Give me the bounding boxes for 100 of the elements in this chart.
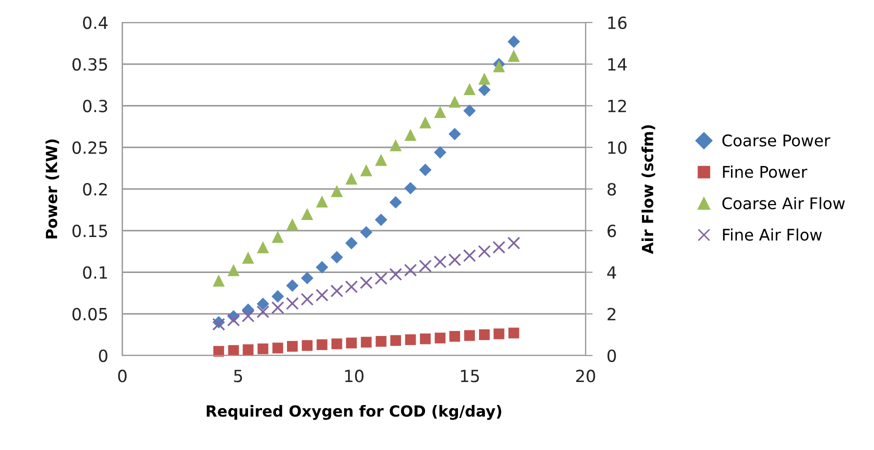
point	[286, 218, 298, 230]
y-tick-label: 0.05	[72, 308, 108, 320]
point	[256, 305, 270, 318]
legend-label: Coarse Power	[722, 134, 830, 146]
point	[448, 128, 461, 140]
point	[227, 314, 240, 327]
point	[374, 272, 388, 285]
point	[434, 146, 446, 159]
point	[242, 252, 254, 264]
point	[256, 298, 270, 310]
y2-tick-label: 16	[608, 16, 627, 30]
point	[302, 340, 313, 351]
point	[463, 104, 476, 117]
point	[390, 335, 402, 346]
point	[418, 260, 432, 272]
point	[286, 340, 298, 352]
point	[464, 330, 475, 341]
y-tick-label: 0.2	[83, 182, 107, 196]
point	[330, 251, 344, 264]
point	[256, 241, 269, 254]
point	[434, 106, 446, 118]
y2-tick-label: 10	[608, 141, 627, 154]
point	[316, 195, 328, 208]
point	[272, 342, 284, 354]
point	[405, 334, 416, 346]
point	[492, 240, 506, 254]
point	[228, 345, 239, 356]
point	[300, 272, 314, 284]
y-tick-label: 0.15	[72, 224, 108, 238]
point	[330, 284, 344, 298]
y2-tick-label: 6	[608, 224, 616, 238]
y-tick-label: 0.35	[72, 58, 108, 71]
y-tick-label: 0.25	[72, 141, 108, 154]
point	[464, 83, 476, 96]
point	[301, 208, 314, 220]
point	[492, 60, 505, 72]
point	[360, 164, 372, 176]
point	[448, 253, 462, 266]
y-axis-title: Power (KW)	[45, 139, 60, 238]
point	[374, 214, 388, 226]
point	[404, 128, 416, 141]
y-tick-label: 0.3	[83, 100, 108, 112]
x-axis-title: Required Oxygen for COD (kg/day)	[206, 404, 502, 420]
point	[345, 172, 358, 185]
legend-label: Fine Air Flow	[723, 228, 822, 241]
point	[360, 276, 373, 290]
point	[507, 236, 520, 250]
point	[286, 279, 299, 292]
y-tick-label: 0.1	[83, 266, 107, 279]
point	[494, 328, 504, 340]
point	[404, 264, 417, 277]
point	[286, 297, 299, 310]
point	[478, 84, 491, 96]
y2-tick-label: 0	[608, 349, 616, 362]
point	[508, 50, 520, 62]
point	[390, 139, 402, 152]
point	[360, 226, 372, 238]
point	[346, 338, 357, 348]
x-tick-label: 5	[234, 370, 242, 382]
point	[434, 255, 447, 268]
point	[420, 333, 431, 344]
point	[478, 245, 491, 258]
point	[508, 35, 520, 48]
y2-tick-label: 8	[608, 182, 616, 196]
point	[404, 182, 417, 194]
point	[389, 268, 402, 281]
point	[360, 336, 372, 348]
legend-label: Coarse Air Flow	[722, 196, 845, 210]
point	[508, 328, 520, 338]
y2-tick-label: 2	[608, 308, 616, 320]
point	[389, 196, 402, 209]
point	[272, 290, 284, 303]
point	[434, 332, 446, 344]
x-tick-label: 15	[461, 370, 479, 382]
point	[300, 292, 314, 306]
y-tick-label: 0	[98, 349, 108, 362]
point	[345, 236, 358, 250]
point	[316, 339, 328, 350]
y2-tick-label: 14	[608, 58, 627, 70]
point	[331, 338, 342, 350]
legend-label: Fine Power	[723, 166, 808, 178]
x-tick-label: 20	[576, 370, 596, 382]
point	[463, 249, 476, 262]
point	[258, 343, 268, 354]
point	[228, 264, 240, 276]
point	[316, 261, 328, 274]
x-tick-label: 10	[345, 370, 364, 382]
y2-tick-label: 12	[608, 100, 626, 112]
point	[242, 310, 255, 322]
point	[330, 185, 343, 198]
y2-tick-label: 4	[607, 266, 616, 279]
point	[212, 318, 226, 331]
point	[272, 230, 284, 243]
point	[478, 329, 490, 340]
point	[242, 344, 254, 356]
point	[419, 164, 432, 176]
point	[448, 96, 461, 108]
point	[344, 280, 358, 294]
point	[375, 154, 388, 166]
point	[376, 336, 386, 347]
